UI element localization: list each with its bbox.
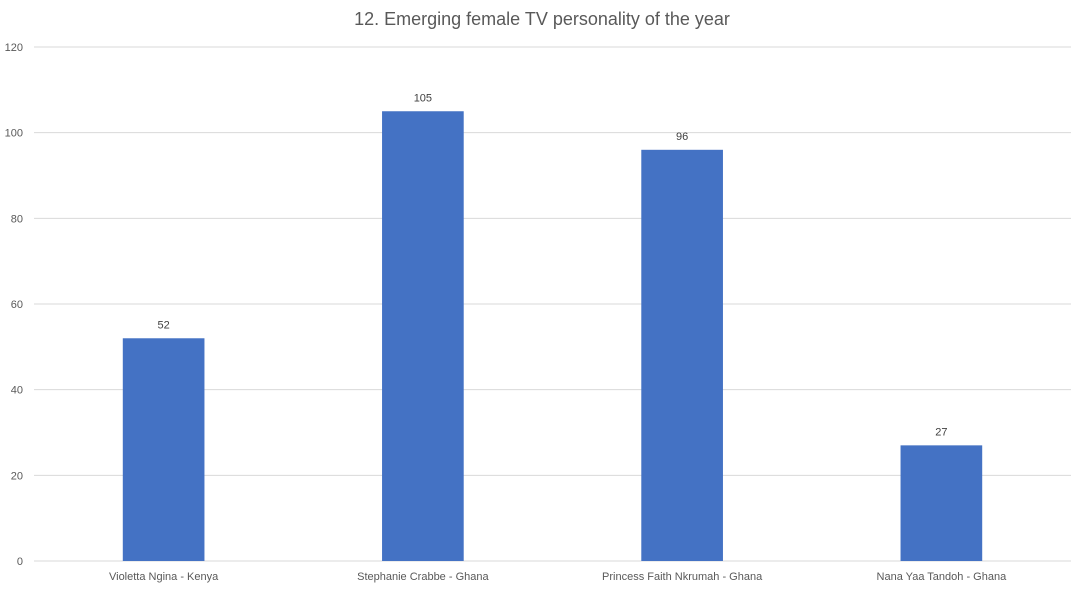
bar[interactable]: [900, 445, 983, 561]
x-tick-label: Violetta Ngina - Kenya: [109, 571, 219, 583]
y-tick-label: 80: [11, 213, 23, 225]
x-tick-label: Princess Faith Nkrumah - Ghana: [602, 571, 763, 583]
y-tick-label: 0: [17, 556, 23, 568]
x-tick-label: Stephanie Crabbe - Ghana: [357, 571, 489, 583]
bar[interactable]: [382, 111, 464, 561]
y-tick-label: 120: [5, 42, 23, 54]
chart-title: 12. Emerging female TV personality of th…: [354, 9, 730, 29]
data-label: 96: [676, 131, 688, 143]
data-label: 52: [158, 319, 170, 331]
data-label: 105: [414, 92, 432, 104]
data-label: 27: [935, 426, 947, 438]
bar[interactable]: [641, 149, 723, 562]
x-tick-label: Nana Yaa Tandoh - Ghana: [877, 571, 1008, 583]
y-tick-label: 20: [11, 470, 23, 482]
y-tick-label: 60: [11, 299, 23, 311]
bar[interactable]: [122, 338, 205, 561]
y-tick-label: 40: [11, 385, 23, 397]
y-tick-label: 100: [5, 128, 23, 140]
